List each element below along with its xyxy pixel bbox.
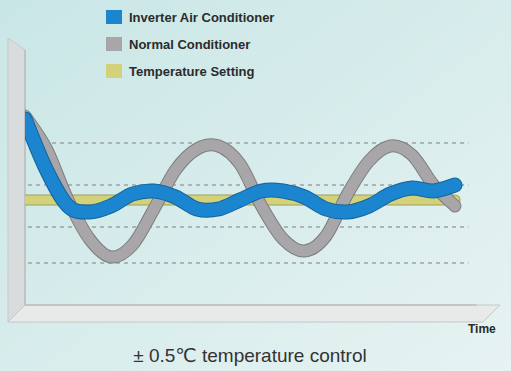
x-axis: [25, 304, 477, 306]
axis-floor: [8, 305, 500, 322]
series-line: [25, 119, 455, 212]
series-outline: [25, 116, 455, 257]
x-axis-label: Time: [468, 322, 496, 336]
grid-line: [28, 226, 469, 227]
legend-label: Normal Conditioner: [129, 37, 250, 52]
legend-label: Temperature Setting: [129, 64, 255, 79]
legend-swatch: [106, 10, 122, 24]
legend-swatch: [106, 37, 122, 51]
caption: ± 0.5℃ temperature control: [133, 345, 366, 366]
legend-swatch: [106, 64, 122, 78]
series-line: [25, 116, 455, 257]
background: [0, 0, 511, 371]
series-outline: [25, 119, 455, 212]
legend-label: Inverter Air Conditioner: [129, 10, 274, 25]
y-axis: [24, 50, 26, 305]
series-group: [25, 116, 455, 257]
plot-area: [25, 116, 455, 257]
grid-line: [28, 262, 469, 263]
axis-wall: [8, 38, 25, 322]
series-group: [25, 119, 455, 212]
